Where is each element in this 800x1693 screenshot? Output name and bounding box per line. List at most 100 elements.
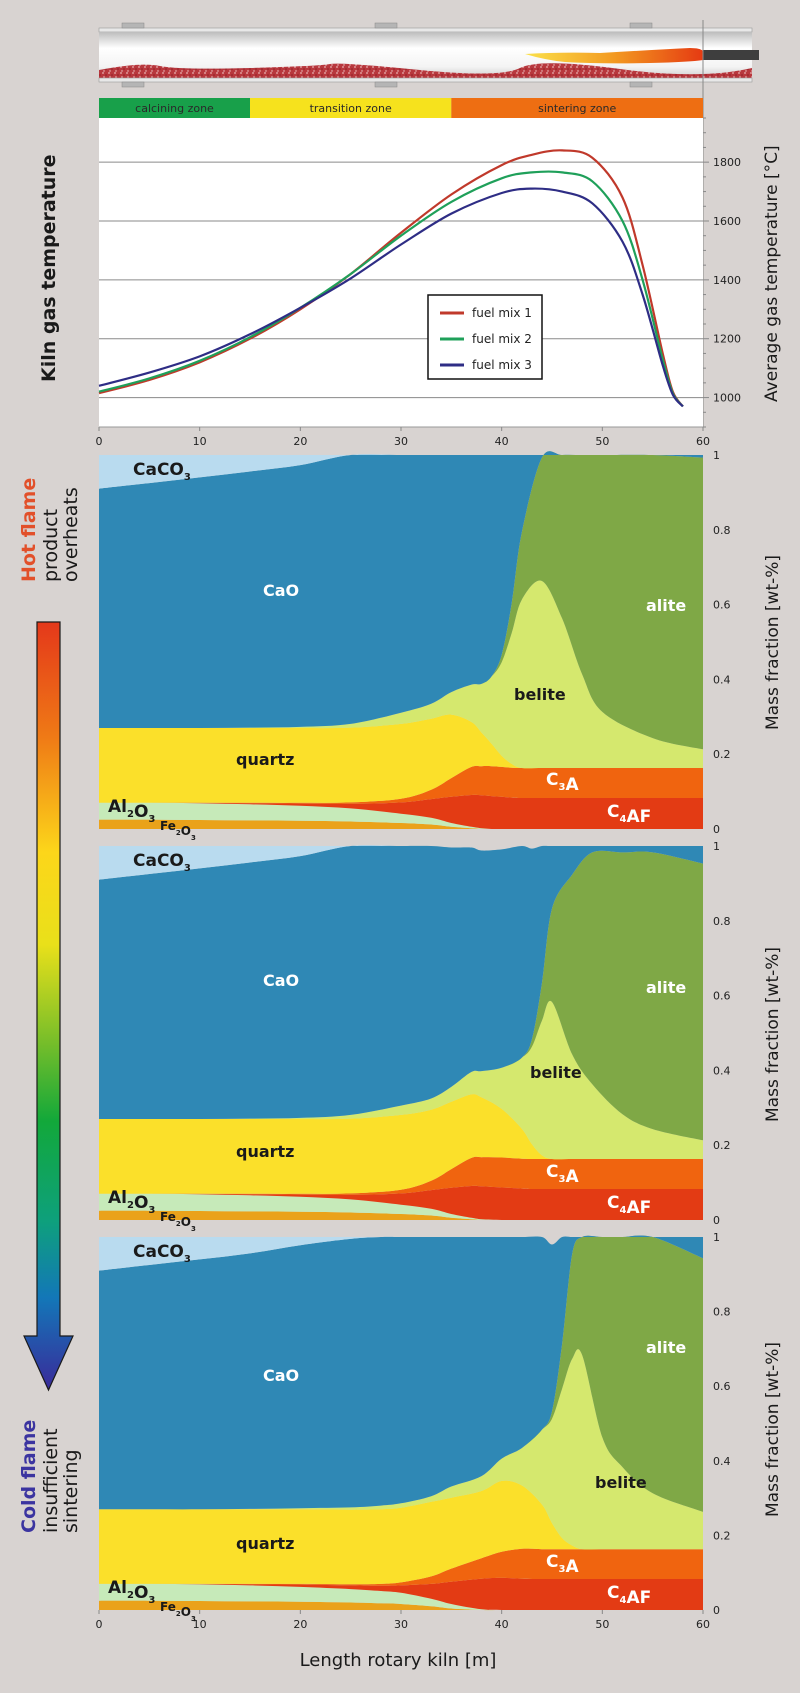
area-C3A: [99, 1548, 703, 1586]
series-label-C3A: C3A: [546, 1162, 579, 1187]
y-tick-label: 0.6: [713, 1380, 731, 1393]
x-tick-label: 50: [595, 1618, 609, 1631]
series-label-Fe2O3: Fe2O3: [160, 1600, 196, 1623]
area-Fe2O3: [99, 819, 703, 830]
area-C3A: [99, 1156, 703, 1195]
hot-flame-desc-1: product: [40, 508, 62, 582]
cold-flame-label: Cold flame: [18, 1419, 40, 1533]
y-tick-label: 0.8: [713, 524, 731, 537]
cold-flame-desc-1: insufficient: [40, 1428, 62, 1533]
series-label-Fe2O3: Fe2O3: [160, 819, 196, 842]
y-tick-label: 0.6: [713, 599, 731, 612]
hot-flame-desc-2: overheats: [60, 487, 82, 582]
y-tick-label: 0: [713, 1214, 720, 1227]
y-tick-label: 1: [713, 449, 720, 462]
series-label-C4AF: C4AF: [607, 1193, 651, 1218]
x-tick-label: 60: [696, 435, 710, 448]
x-tick-label: 20: [293, 435, 307, 448]
area-Al2O3: [99, 1583, 703, 1611]
series-label-CaO: CaO: [263, 1366, 299, 1385]
series-label-alite: alite: [646, 596, 686, 615]
area-belite: [99, 1349, 703, 1550]
area-belite: [99, 580, 703, 769]
series-label-C3A: C3A: [546, 770, 579, 795]
y-tick-label: 1: [713, 840, 720, 853]
kiln-drum: [98, 20, 759, 427]
series-label-Al2O3: Al2O3: [108, 797, 155, 825]
area-quartz: [99, 1094, 703, 1194]
zone-2: [451, 98, 703, 118]
x-tick-label: 10: [193, 1618, 207, 1631]
y-tick-label: 1600: [713, 215, 741, 228]
temperature-chart: 1000 1200 1400 1600 1800 0 10 20 30 40 50 60 fuel mi…: [96, 117, 741, 448]
y-tick-label: 1400: [713, 274, 741, 287]
series-label-belite: belite: [530, 1063, 582, 1082]
x-axis-label-text: Length rotary kiln [m]: [299, 1650, 497, 1671]
zone-label: transition zone: [310, 102, 392, 115]
y-tick-label: 0.2: [713, 1529, 731, 1542]
series-label-belite: belite: [514, 685, 566, 704]
y-tick-label: 0.8: [713, 915, 731, 928]
series-label-belite: belite: [595, 1473, 647, 1492]
y-tick-label: 0.4: [713, 673, 731, 686]
cold-flame-desc-2: sintering: [60, 1449, 82, 1533]
hot-flame-label: Hot flame: [18, 477, 40, 582]
y-tick-label: 0: [713, 1604, 720, 1617]
x-axis-label: Length rotary kiln [m]: [0, 1650, 800, 1671]
flame-temperature-arrow-icon: [23, 621, 74, 1392]
y-tick-label: 0.6: [713, 990, 731, 1003]
y-tick-label: 1200: [713, 333, 741, 346]
zone-label: sintering zone: [538, 102, 616, 115]
area-belite: [99, 1000, 703, 1160]
tyre-ring: [374, 81, 398, 88]
x-tick-label: 50: [595, 435, 609, 448]
area-CaCO3: [99, 454, 703, 489]
area-alite: [99, 850, 703, 1141]
y-tick-label: 0.4: [713, 1455, 731, 1468]
area-CaCO3: [99, 845, 703, 880]
temp-axis-left-label: Kiln gas temperature: [38, 154, 60, 382]
area-Fe2O3: [99, 1600, 703, 1611]
x-tick-label: 30: [394, 1618, 408, 1631]
area-Al2O3: [99, 802, 703, 830]
area-quartz: [99, 1480, 703, 1585]
plot-background: [99, 118, 703, 427]
y-tick-label: 0: [713, 823, 720, 836]
line-fuel-mix-2: [98, 170, 684, 408]
y-tick-label: 1800: [713, 156, 741, 169]
series-label-C4AF: C4AF: [607, 802, 651, 827]
zone-1: [250, 98, 452, 118]
series-label-Al2O3: Al2O3: [108, 1188, 155, 1216]
area-C4AF: [99, 794, 703, 830]
y-tick-label: 0.2: [713, 748, 731, 761]
x-tick-label: 60: [696, 1618, 710, 1631]
series-label-alite: alite: [646, 978, 686, 997]
line-fuel-mix-1: [98, 149, 684, 408]
kiln-material-bed: [99, 63, 752, 80]
area-C4AF: [99, 1577, 703, 1611]
series-label-Al2O3: Al2O3: [108, 1578, 155, 1606]
zone-label: calcining zone: [135, 102, 214, 115]
x-tick-label: 30: [394, 435, 408, 448]
area-CaO: [99, 1235, 703, 1510]
y-tick-label: 0.8: [713, 1306, 731, 1319]
y-tick-label: 1000: [713, 392, 741, 405]
line-fuel-mix-3: [98, 187, 684, 408]
series-label-quartz: quartz: [236, 1142, 295, 1161]
tyre-ring: [629, 22, 653, 29]
x-tick-label: 0: [96, 435, 103, 448]
y-tick-label: 0.2: [713, 1139, 731, 1152]
tyre-ring: [121, 81, 145, 88]
series-label-C3A: C3A: [546, 1552, 579, 1577]
tyre-ring: [121, 22, 145, 29]
series-label-CaCO3: CaCO3: [133, 460, 191, 483]
temp-axis-right-label: Average gas temperature [°C]: [762, 145, 782, 402]
kiln-zones-bar: calcining zone transition zone sintering z…: [99, 98, 703, 118]
flame-icon: [525, 48, 703, 64]
y-tick-label: 1: [713, 1231, 720, 1244]
area-Al2O3: [99, 1193, 703, 1221]
series-label-quartz: quartz: [236, 750, 295, 769]
